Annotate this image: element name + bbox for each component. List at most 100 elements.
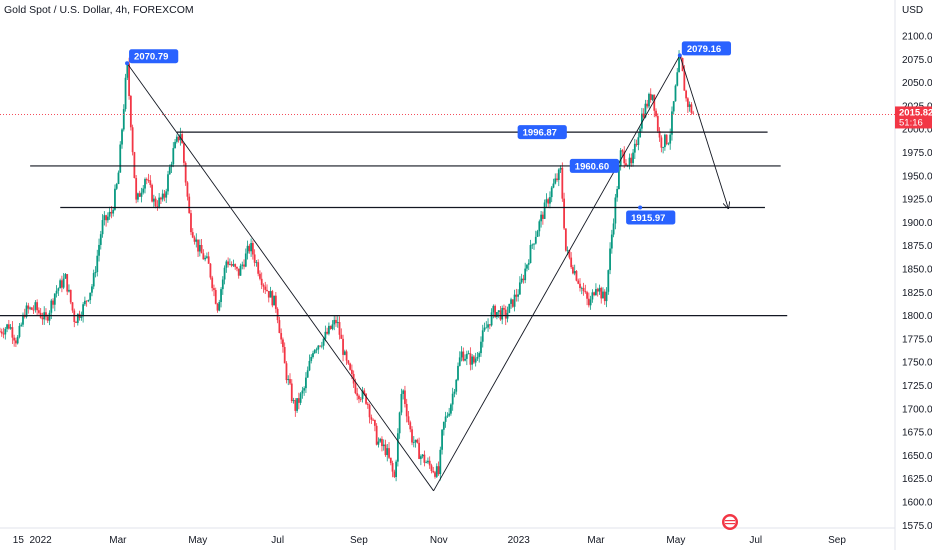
candle-body (128, 63, 130, 96)
candle-body (481, 330, 484, 342)
candle-body (556, 178, 558, 180)
candle-body (345, 351, 348, 361)
candle-body (648, 93, 650, 107)
candle-body (96, 255, 99, 272)
level-anchor-dot (638, 205, 643, 210)
candle-body (368, 405, 371, 418)
candle-body (324, 331, 327, 339)
candle-body (89, 292, 92, 301)
price-tick-label: 1800.00 (902, 311, 932, 322)
candle-body (649, 93, 652, 100)
candle-body (495, 312, 498, 318)
candle-body (572, 267, 574, 274)
candle-body (335, 319, 337, 324)
candle-body (686, 98, 689, 107)
candle-body (614, 197, 617, 224)
candle-body (119, 144, 122, 173)
candle-body (142, 188, 145, 193)
candle-body (101, 220, 104, 235)
candle-body (234, 264, 237, 267)
price-tick-label: 1750.00 (902, 358, 932, 369)
candle-body (251, 243, 254, 255)
candle-body (91, 286, 93, 293)
candle-body (504, 309, 507, 319)
peak-anchor-dot (125, 61, 130, 66)
candle-body (80, 316, 83, 318)
price-tick-label: 1950.00 (902, 171, 932, 182)
candle-body (267, 290, 270, 298)
candle-body (573, 271, 576, 274)
candle-body (191, 232, 194, 238)
candle-body (218, 302, 221, 311)
candle-body (669, 134, 672, 144)
candle-body (621, 150, 624, 152)
candle-body (692, 112, 695, 114)
candle-body (444, 416, 447, 422)
candle-body (667, 143, 670, 145)
candle-body (656, 116, 659, 132)
candle-body (285, 363, 288, 381)
price-tick-label: 1575.00 (902, 521, 932, 532)
candle-body (32, 309, 35, 311)
price-tick-label: 2100.00 (902, 32, 932, 43)
events-icon[interactable] (722, 514, 738, 530)
candle-body (366, 403, 369, 406)
candle-body (671, 111, 673, 135)
candle-body (660, 137, 663, 148)
candle-body (138, 193, 141, 197)
candle-body (338, 322, 341, 335)
candle-body (665, 134, 668, 144)
candle-body (483, 327, 486, 331)
candle-body (313, 350, 316, 354)
candle-body (282, 339, 284, 348)
candle-body (205, 256, 208, 258)
candle-body (584, 291, 587, 293)
candle-body (204, 257, 207, 260)
price-label-text: 2079.16 (687, 44, 721, 55)
candle-body (154, 198, 157, 207)
time-axis[interactable]: 15 2022 Mar May Jul Sep Nov 2023 Mar May Jul Sep (13, 535, 847, 546)
candle-body (419, 456, 422, 459)
candle-body (564, 228, 567, 251)
candle-body (50, 300, 53, 313)
candle-body (227, 261, 230, 265)
candle-body (292, 400, 295, 402)
candle-body (458, 357, 461, 366)
candle-body (45, 312, 47, 317)
candle-body (68, 289, 70, 292)
price-axis[interactable]: 2100.002075.002050.002025.002000.001975.… (902, 32, 932, 532)
candle-body (27, 305, 30, 309)
price-tick-label: 1775.00 (902, 334, 932, 345)
time-tick-label: Jul (749, 535, 762, 546)
candle-body (260, 278, 263, 285)
candle-body (628, 157, 631, 166)
candle-body (549, 197, 551, 204)
candle-body (536, 231, 539, 237)
candle-body (473, 356, 475, 363)
time-tick-label: Nov (430, 535, 448, 546)
price-label-box (681, 41, 732, 56)
candle-body (557, 169, 560, 180)
candle-body (499, 310, 502, 320)
candle-body (202, 253, 205, 260)
candle-body (501, 308, 504, 320)
candle-body (71, 302, 74, 311)
candle-body (13, 337, 16, 341)
price-label-text: 2070.79 (134, 52, 168, 63)
candle-body (82, 304, 85, 317)
candle-body (290, 383, 293, 402)
candle-body (465, 353, 468, 359)
candle-body (396, 433, 399, 462)
candle-body (230, 264, 233, 266)
candle-body (214, 289, 217, 304)
candle-body (317, 345, 320, 350)
candle-body (518, 282, 521, 295)
candle-body (38, 310, 40, 313)
candle-body (407, 416, 410, 423)
candle-body (18, 325, 21, 337)
candle-body (121, 129, 123, 145)
candle-body (11, 327, 14, 338)
candle-body (663, 134, 666, 148)
candle-body (587, 298, 590, 306)
